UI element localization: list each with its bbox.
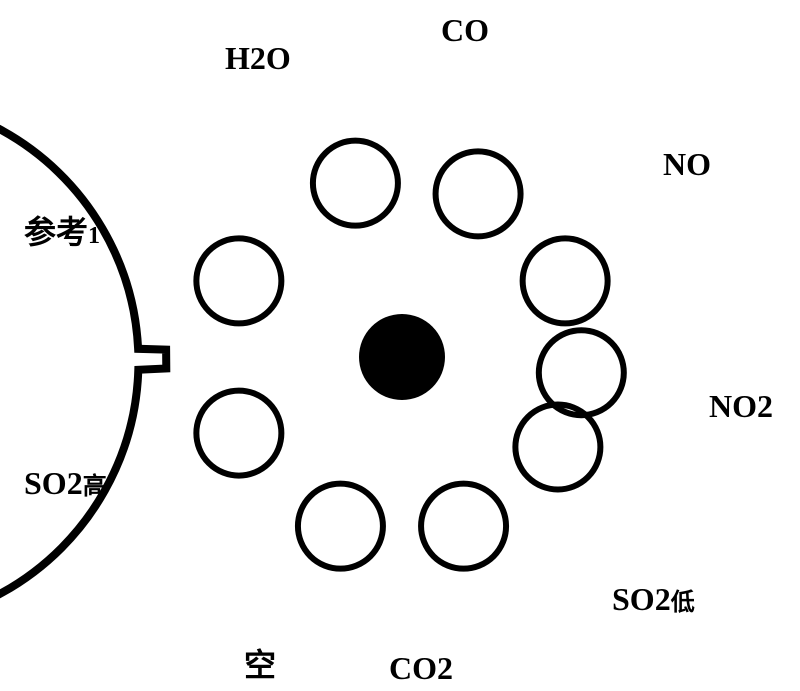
filter-hole-empty [298,484,383,569]
filter-hole-co2 [421,484,506,569]
label-co2: CO2 [389,650,453,687]
filter-hole-ref1 [196,238,281,323]
label-no2: NO2 [709,388,773,425]
label-ref1-suffix: 1 [88,223,100,249]
label-co-text: CO [441,12,489,48]
filter-hole-no2 [539,330,624,415]
label-so2high: SO2高 [24,465,107,502]
label-ref1: 参考1 [24,207,100,253]
label-h2o: H2O [225,40,291,77]
label-so2low-text: SO2 [612,581,671,617]
label-empty-text: 空 [244,647,276,683]
diagram-stage: CO H2O 参考1 SO2高 空 CO2 SO2低 NO2 NO [0,0,800,686]
wheel-rim [0,98,166,626]
label-ref1-text: 参考 [24,214,88,250]
label-no-text: NO [663,146,711,182]
label-no2-text: NO2 [709,388,773,424]
label-so2high-suffix: 高 [83,474,107,500]
label-so2low: SO2低 [612,581,695,618]
label-so2high-text: SO2 [24,465,83,501]
label-h2o-text: H2O [225,40,291,76]
label-co: CO [441,12,489,49]
label-so2low-suffix: 低 [671,590,695,616]
label-empty: 空 [244,640,276,686]
filter-hole-h2o [313,141,398,226]
wheel-hub [359,314,445,400]
label-no: NO [663,146,711,183]
filter-hole-so2high [196,391,281,476]
filter-hole-co [436,151,521,236]
label-co2-text: CO2 [389,650,453,686]
filter-hole-no [523,238,608,323]
